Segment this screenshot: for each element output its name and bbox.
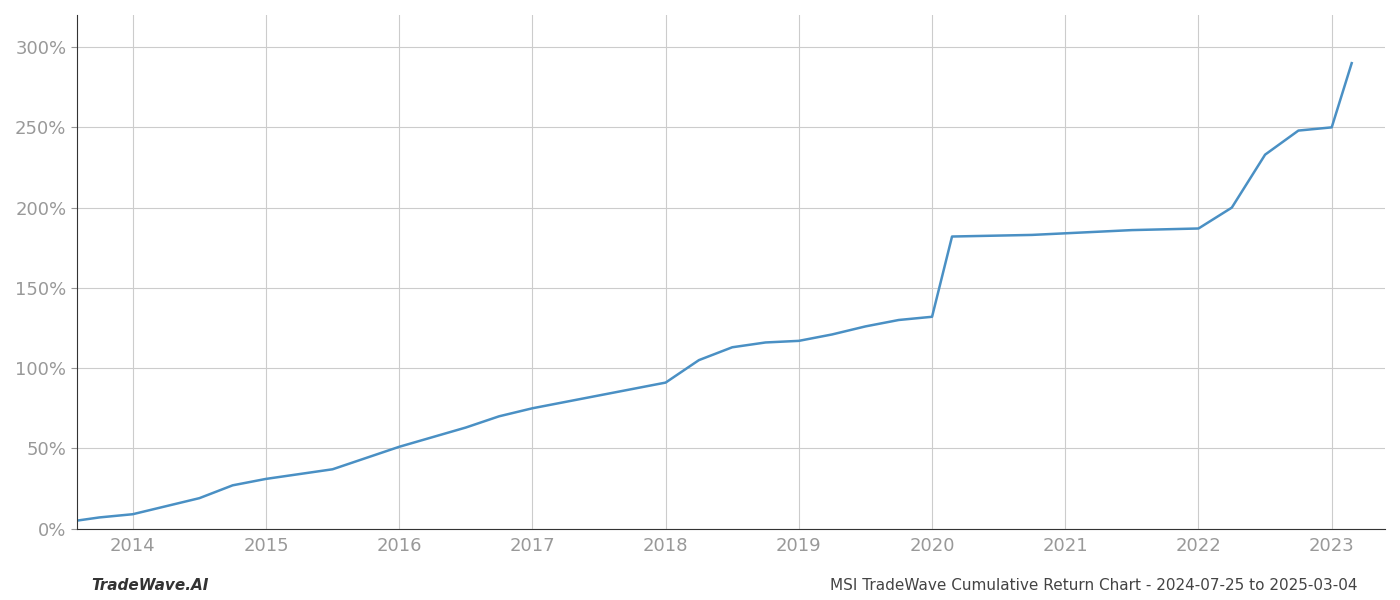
Text: TradeWave.AI: TradeWave.AI [91, 578, 209, 593]
Text: MSI TradeWave Cumulative Return Chart - 2024-07-25 to 2025-03-04: MSI TradeWave Cumulative Return Chart - … [830, 578, 1358, 593]
